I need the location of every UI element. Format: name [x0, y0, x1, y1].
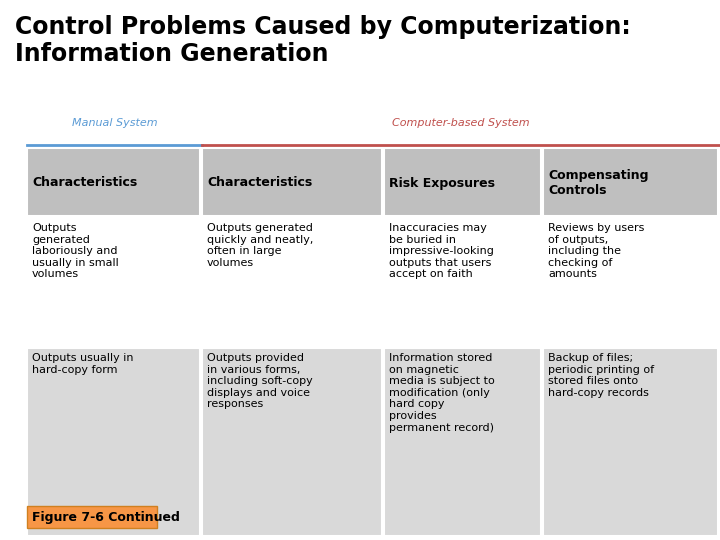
Bar: [27, 506, 157, 528]
Text: Outputs usually in
hard-copy form: Outputs usually in hard-copy form: [32, 353, 133, 375]
Bar: [543, 148, 718, 216]
Text: Outputs provided
in various forms,
including soft-copy
displays and voice
respon: Outputs provided in various forms, inclu…: [207, 353, 312, 409]
Bar: [543, 348, 718, 536]
Bar: [27, 218, 200, 346]
Bar: [202, 218, 382, 346]
Text: Information stored
on magnetic
media is subject to
modification (only
hard copy
: Information stored on magnetic media is …: [389, 353, 495, 433]
Text: Outputs generated
quickly and neatly,
often in large
volumes: Outputs generated quickly and neatly, of…: [207, 223, 313, 268]
Bar: [202, 348, 382, 536]
Text: Backup of files;
periodic printing of
stored files onto
hard-copy records: Backup of files; periodic printing of st…: [548, 353, 654, 398]
Bar: [384, 348, 541, 536]
Bar: [384, 148, 541, 216]
Text: Figure 7-6 Continued: Figure 7-6 Continued: [32, 510, 180, 523]
Text: Manual System: Manual System: [72, 118, 157, 128]
Text: Characteristics: Characteristics: [32, 177, 138, 190]
Bar: [543, 218, 718, 346]
Text: Risk Exposures: Risk Exposures: [389, 177, 495, 190]
Text: Control Problems Caused by Computerization:
Information Generation: Control Problems Caused by Computerizati…: [15, 15, 631, 66]
Text: Reviews by users
of outputs,
including the
checking of
amounts: Reviews by users of outputs, including t…: [548, 223, 644, 279]
Text: Outputs
generated
laboriously and
usually in small
volumes: Outputs generated laboriously and usuall…: [32, 223, 119, 279]
Bar: [27, 348, 200, 536]
Text: Compensating
Controls: Compensating Controls: [548, 169, 649, 197]
Text: Inaccuracies may
be buried in
impressive-looking
outputs that users
accept on fa: Inaccuracies may be buried in impressive…: [389, 223, 494, 279]
Bar: [384, 218, 541, 346]
Bar: [202, 148, 382, 216]
Bar: [27, 148, 200, 216]
Text: Characteristics: Characteristics: [207, 177, 312, 190]
Text: Computer-based System: Computer-based System: [392, 118, 530, 128]
